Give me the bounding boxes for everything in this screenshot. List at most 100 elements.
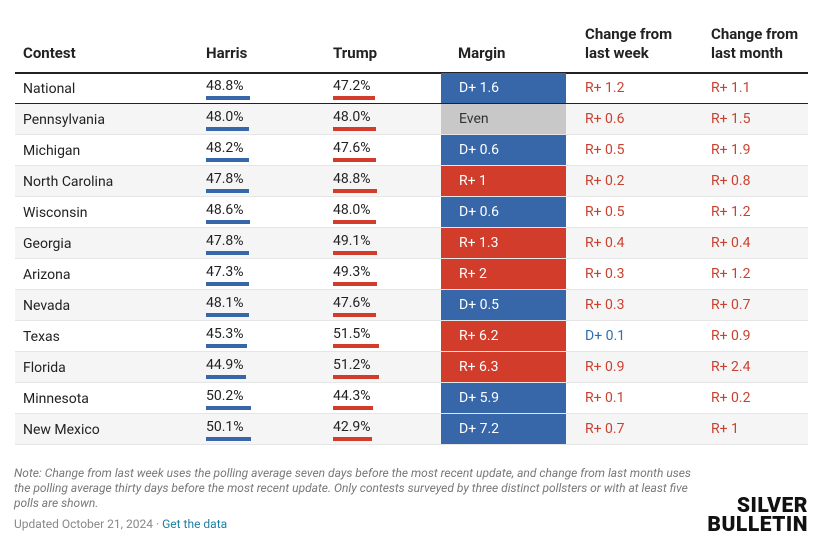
share-bar [333,220,377,224]
change: R+ 0.7 [585,421,625,437]
row-rule [15,196,808,197]
margin-cell [441,197,566,227]
header-rule [15,72,808,74]
share-bar [206,189,250,193]
change: R+ 0.3 [585,266,625,282]
margin-cell [441,321,566,351]
margin-cell [441,259,566,289]
margin: R+ 1.3 [459,235,499,251]
share-label: 47.6% [333,295,371,311]
contest: Wisconsin [23,205,88,221]
header-cell: Margin [458,44,506,62]
row-rule [15,134,808,135]
margin: D+ 0.5 [459,297,500,313]
share-label: 45.3% [206,326,244,342]
share-bar [333,96,376,100]
share-bar [206,251,250,255]
share-label: 47.6% [333,140,371,156]
margin-cell [441,414,566,444]
change: R+ 1.5 [711,111,751,127]
contest: Michigan [23,143,81,159]
change: R+ 0.4 [711,235,751,251]
margin: R+ 1 [459,173,487,189]
row-rule [15,227,808,228]
margin-cell [441,104,566,134]
share-bar [206,96,250,100]
row-bg [15,228,808,259]
change: R+ 0.5 [585,204,625,220]
share-label: 49.3% [333,264,371,280]
share-label: 51.2% [333,357,371,373]
change: R+ 1 [711,421,739,437]
header-cell: Change from last month [711,25,799,62]
share-label: 48.2% [206,140,244,156]
change: R+ 0.3 [585,297,625,313]
share-bar [206,313,250,317]
header-cell: Contest [23,44,76,62]
contest: Texas [23,329,60,345]
contest: Georgia [23,236,72,252]
change: R+ 0.2 [585,173,625,189]
row-rule [15,258,808,259]
share-label: 44.9% [206,357,244,373]
share-bar [206,406,252,410]
header-cell: Harris [206,44,248,62]
share-label: 50.1% [206,419,244,435]
row-rule [15,413,808,414]
share-bar [206,158,250,162]
change: D+ 0.1 [585,328,626,344]
share-bar [333,189,377,193]
margin-cell [441,352,566,382]
change: R+ 2.4 [711,359,751,375]
row-rule [15,351,808,352]
share-label: 48.8% [206,78,244,94]
share-label: 48.0% [206,109,244,125]
share-label: 48.8% [333,171,371,187]
share-bar [333,437,372,441]
share-label: 49.1% [333,233,371,249]
row-rule [15,444,808,445]
logo-line: SILVER [736,494,808,518]
change: R+ 0.9 [585,359,625,375]
row-rule [15,165,808,166]
change: R+ 0.5 [585,142,625,158]
share-bar [206,282,249,286]
share-label: 47.3% [206,264,244,280]
row-rule [15,320,808,321]
change: R+ 0.1 [585,390,625,406]
margin: D+ 0.6 [459,142,500,158]
share-bar [333,375,380,379]
updated-line: Updated October 21, 2024 · Get the data [14,517,227,531]
margin-cell [441,228,566,258]
share-label: 42.9% [333,419,371,435]
contest: Arizona [23,267,71,283]
share-label: 47.2% [333,78,371,94]
change: R+ 0.2 [711,390,751,406]
row-rule [15,289,808,290]
contest: National [23,81,76,97]
share-label: 48.1% [206,295,244,311]
margin: R+ 6.2 [459,328,499,344]
row-bg [15,414,808,445]
margin: Even [459,111,489,127]
share-bar [206,127,250,131]
margin-cell [441,73,566,103]
note: Note: Change from last week uses the pol… [14,466,691,510]
share-bar [206,375,247,379]
share-bar [333,158,376,162]
contest: North Carolina [23,174,114,190]
share-label: 48.0% [333,202,371,218]
share-bar [333,282,378,286]
share-bar [333,313,376,317]
margin-cell [441,290,566,320]
share-bar [333,406,373,410]
data-link[interactable]: Get the data [162,517,228,531]
share-label: 48.6% [206,202,244,218]
share-bar [333,344,380,348]
margin: D+ 7.2 [459,421,500,437]
margin: D+ 5.9 [459,390,500,406]
margin-cell [441,166,566,196]
margin-cell [441,135,566,165]
change: R+ 0.7 [711,297,751,313]
